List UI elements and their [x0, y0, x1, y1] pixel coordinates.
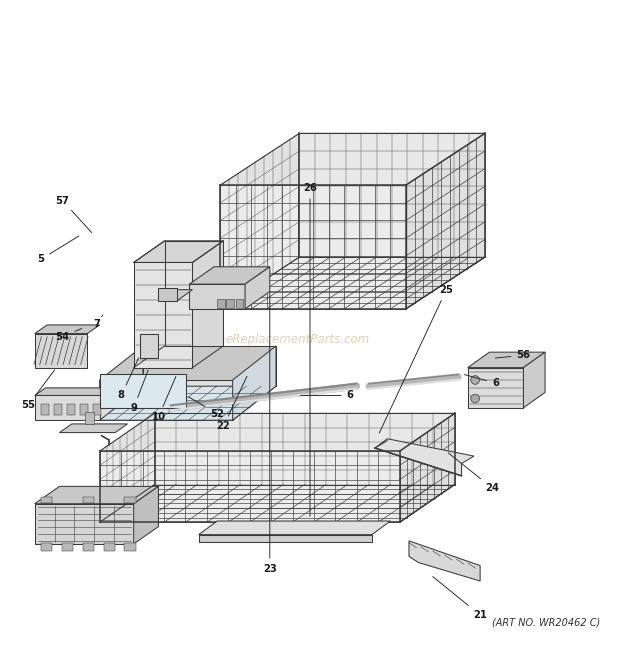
Bar	[125, 543, 136, 551]
Polygon shape	[35, 334, 87, 368]
Text: eReplacementParts.com: eReplacementParts.com	[226, 333, 370, 346]
Text: 9: 9	[130, 370, 148, 413]
Text: (ART NO. WR20462 C): (ART NO. WR20462 C)	[492, 617, 601, 627]
Polygon shape	[189, 267, 270, 284]
Polygon shape	[35, 325, 100, 334]
Polygon shape	[232, 346, 276, 420]
Polygon shape	[140, 334, 159, 358]
Polygon shape	[245, 267, 270, 309]
Polygon shape	[400, 413, 454, 522]
Text: 56: 56	[495, 350, 531, 360]
Text: 57: 57	[56, 196, 92, 233]
Polygon shape	[154, 413, 454, 485]
Bar	[41, 497, 52, 503]
Polygon shape	[35, 504, 134, 544]
Text: 5: 5	[37, 236, 79, 264]
Polygon shape	[100, 380, 232, 420]
Polygon shape	[159, 288, 177, 301]
Text: 7: 7	[93, 315, 103, 329]
Polygon shape	[165, 241, 223, 346]
Polygon shape	[220, 134, 299, 309]
Bar	[41, 404, 49, 415]
Polygon shape	[375, 439, 474, 476]
Text: 52: 52	[188, 397, 224, 419]
Polygon shape	[467, 368, 523, 408]
Polygon shape	[523, 352, 545, 408]
Text: 26: 26	[303, 183, 317, 516]
Bar	[93, 404, 101, 415]
Polygon shape	[220, 185, 406, 309]
Bar	[41, 543, 52, 551]
Bar	[84, 412, 94, 424]
Polygon shape	[112, 388, 123, 420]
Circle shape	[471, 375, 479, 384]
Text: 8: 8	[118, 358, 139, 401]
Text: 6: 6	[464, 375, 499, 388]
Polygon shape	[409, 541, 480, 581]
Text: 25: 25	[379, 286, 453, 433]
Text: 21: 21	[433, 576, 487, 620]
Bar	[236, 299, 243, 308]
Bar	[226, 299, 234, 308]
Polygon shape	[100, 413, 154, 522]
Polygon shape	[159, 290, 192, 301]
Polygon shape	[134, 241, 223, 262]
Polygon shape	[100, 386, 276, 420]
Text: 6: 6	[301, 391, 353, 401]
Text: 24: 24	[448, 453, 500, 493]
Polygon shape	[198, 535, 372, 542]
Polygon shape	[134, 486, 159, 544]
Polygon shape	[100, 374, 186, 408]
Polygon shape	[100, 485, 454, 522]
Bar	[54, 404, 62, 415]
Polygon shape	[189, 284, 245, 309]
Text: 54: 54	[56, 329, 82, 342]
Text: 10: 10	[151, 376, 176, 422]
Bar	[67, 404, 75, 415]
Polygon shape	[143, 346, 276, 386]
Bar	[82, 543, 94, 551]
Polygon shape	[299, 134, 485, 257]
Bar	[80, 404, 88, 415]
Polygon shape	[35, 486, 159, 504]
Polygon shape	[35, 395, 112, 420]
Polygon shape	[100, 451, 400, 522]
Polygon shape	[35, 388, 123, 395]
Text: 23: 23	[263, 293, 277, 574]
Bar	[82, 497, 94, 503]
Polygon shape	[100, 346, 143, 420]
Polygon shape	[134, 262, 192, 368]
Circle shape	[471, 394, 479, 403]
Polygon shape	[406, 134, 485, 309]
Polygon shape	[220, 257, 485, 309]
Polygon shape	[198, 521, 391, 535]
Polygon shape	[467, 352, 545, 368]
Polygon shape	[60, 424, 128, 432]
Bar	[125, 497, 136, 503]
Text: 22: 22	[216, 376, 247, 432]
Text: 55: 55	[22, 370, 55, 410]
Bar	[104, 543, 115, 551]
Bar	[217, 299, 224, 308]
Bar	[62, 543, 73, 551]
